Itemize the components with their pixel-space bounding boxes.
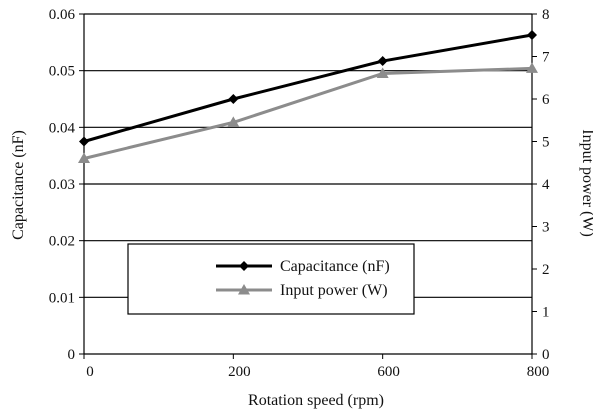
right-axis-title: Input power (W) bbox=[579, 129, 593, 237]
data-point bbox=[78, 152, 90, 163]
left-axis-title: Capacitance (nF) bbox=[10, 130, 27, 240]
right-tick-label: 6 bbox=[542, 92, 550, 108]
right-tick-label: 4 bbox=[542, 177, 550, 193]
right-tick-label: 3 bbox=[542, 220, 550, 236]
x-tick-label: 200 bbox=[228, 364, 251, 380]
series-line bbox=[83, 66, 533, 160]
legend-box bbox=[127, 243, 415, 315]
axes: 0 0.01 0.02 0.03 0.04 0.05 0.06 0 1 2 3 4 5 6 7 8 0 200 60… bbox=[49, 7, 550, 380]
left-tick-label: 0.05 bbox=[49, 64, 75, 80]
right-tick-label: 2 bbox=[542, 262, 550, 278]
data-point bbox=[79, 136, 89, 147]
right-tick-label: 0 bbox=[542, 347, 550, 363]
data-point bbox=[228, 94, 239, 104]
legend-label: Capacitance (nF) bbox=[280, 258, 390, 275]
left-tick-label: 0 bbox=[68, 347, 76, 363]
series-layer bbox=[78, 29, 538, 163]
left-tick-label: 0.01 bbox=[49, 290, 75, 306]
x-tick-label: 600 bbox=[377, 364, 400, 380]
legend-label: Input power (W) bbox=[280, 282, 388, 299]
right-tick-label: 5 bbox=[542, 135, 550, 151]
data-point bbox=[377, 56, 388, 67]
right-tick-label: 8 bbox=[542, 7, 550, 23]
series-1 bbox=[79, 29, 537, 147]
x-tick-label: 800 bbox=[527, 364, 550, 380]
left-tick-label: 0.02 bbox=[49, 234, 75, 250]
right-tick-label: 7 bbox=[542, 50, 550, 66]
data-point bbox=[526, 62, 538, 73]
x-tick-label: 0 bbox=[86, 364, 94, 380]
x-axis-title: Rotation speed (rpm) bbox=[248, 392, 384, 409]
left-tick-label: 0.04 bbox=[49, 120, 76, 136]
legend-marker bbox=[239, 261, 249, 271]
data-point bbox=[527, 29, 537, 40]
left-tick-label: 0.06 bbox=[49, 7, 76, 23]
left-tick-label: 0.03 bbox=[49, 177, 75, 193]
series-2 bbox=[78, 62, 538, 163]
gridlines bbox=[84, 13, 532, 298]
legend: Capacitance (nF) Input power (W) bbox=[127, 243, 415, 315]
data-point bbox=[227, 116, 240, 127]
data-point bbox=[376, 67, 389, 78]
series-line bbox=[83, 33, 533, 143]
legend-marker bbox=[238, 284, 250, 295]
axis-labels: Rotation speed (rpm) Capacitance (nF) In… bbox=[10, 129, 593, 409]
right-tick-label: 1 bbox=[542, 305, 550, 321]
